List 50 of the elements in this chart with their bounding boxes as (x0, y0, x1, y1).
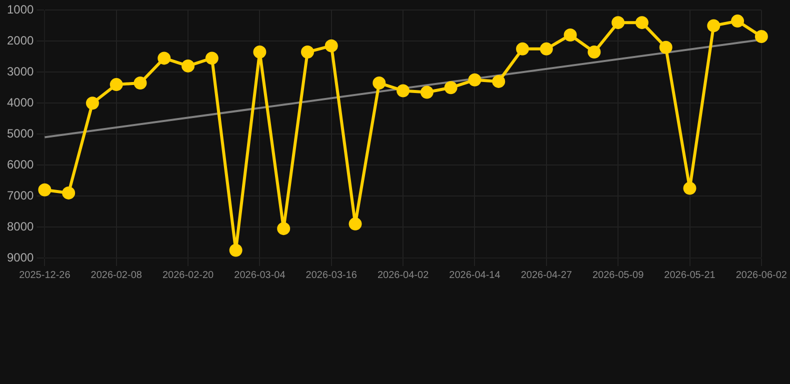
point (396, 84, 410, 98)
point (229, 244, 242, 257)
point (588, 46, 601, 59)
y-tick-label: 9000 (6, 250, 34, 264)
x-tick-label: 2026-04-27 (520, 270, 572, 281)
point (659, 40, 672, 54)
x-tick-label: 2026-05-09 (592, 270, 644, 281)
y-tick-label: 2000 (6, 33, 34, 48)
x-tick-label: 2025-12-26 (19, 270, 71, 281)
x-tick-label: 2026-02-08 (90, 270, 142, 281)
point (516, 42, 530, 56)
point (324, 39, 338, 52)
point (444, 81, 458, 94)
x-tick-label: 2026-04-14 (449, 270, 501, 281)
point (754, 30, 768, 44)
point (277, 222, 290, 236)
y-tick-label: 8000 (6, 219, 34, 234)
point (134, 76, 147, 90)
x-tick-label: 2026-05-21 (664, 270, 716, 281)
x-tick-label: 2026-02-20 (162, 270, 214, 281)
point (110, 78, 123, 92)
point (612, 16, 625, 30)
point (731, 14, 744, 28)
point (372, 76, 386, 90)
point (540, 42, 553, 56)
point (707, 19, 720, 32)
point (420, 86, 434, 99)
point (348, 217, 362, 230)
point (300, 46, 314, 59)
y-tick-label: 1000 (6, 2, 34, 17)
point (205, 52, 218, 65)
point (62, 186, 76, 200)
x-tick-label: 2026-06-02 (736, 270, 788, 281)
point (492, 74, 506, 88)
y-tick-label: 3000 (6, 64, 34, 78)
x-tick-label: 2026-03-04 (234, 270, 286, 281)
point (635, 16, 648, 30)
point (158, 52, 171, 65)
point (253, 46, 266, 59)
point (683, 182, 696, 195)
y-tick-label: 7000 (6, 188, 34, 202)
y-tick-label: 4000 (6, 95, 34, 110)
x-tick-label: 2026-03-16 (306, 270, 358, 281)
point (468, 73, 482, 86)
point (564, 28, 577, 42)
y-tick-label: 5000 (6, 126, 34, 140)
y-tick-label: 6000 (6, 157, 34, 172)
point (86, 96, 99, 110)
point (182, 59, 195, 72)
x-tick-label: 2026-04-02 (377, 270, 430, 281)
